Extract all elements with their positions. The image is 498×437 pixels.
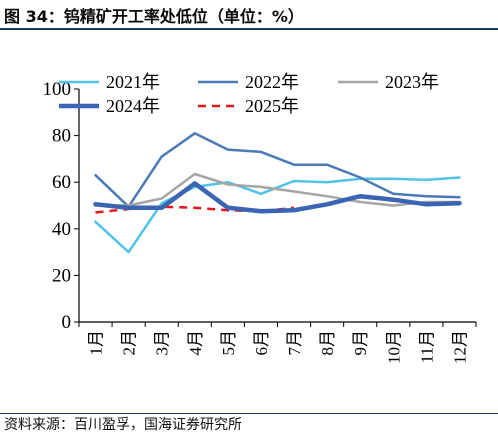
x-tick-label: 3月 — [153, 330, 172, 356]
series-line-2022年 — [94, 132, 461, 208]
chart-axes — [78, 89, 476, 323]
legend-label: 2025年 — [245, 96, 299, 116]
x-tick-label: 5月 — [219, 330, 238, 356]
series-lines — [93, 132, 462, 254]
x-tick-label: 2月 — [120, 330, 139, 356]
source-note: 资料来源：百川盈孚，国海证券研究所 — [4, 417, 242, 433]
series-line-2024年 — [93, 181, 462, 214]
x-tick-label: 8月 — [318, 330, 337, 356]
x-tick-label: 7月 — [285, 330, 304, 356]
x-tick-label: 1月 — [87, 330, 106, 356]
x-tick-label: 6月 — [252, 330, 271, 356]
x-tick-label: 4月 — [186, 330, 205, 356]
series-line-2021年 — [94, 176, 461, 254]
legend-label: 2021年 — [106, 72, 160, 92]
series-line-2023年 — [94, 172, 461, 207]
x-tick-label: 12月 — [450, 330, 469, 364]
figure-title: 图 34：钨精矿开工率处低位（单位：%） — [4, 7, 304, 26]
y-tick-label: 100 — [43, 79, 72, 100]
title-divider — [0, 28, 498, 30]
x-tick-label: 9月 — [351, 330, 370, 356]
y-tick-label: 0 — [62, 312, 72, 333]
legend-label: 2022年 — [245, 72, 299, 92]
y-tick-label: 60 — [52, 172, 71, 193]
y-tick-label: 20 — [52, 265, 71, 286]
legend-label: 2023年 — [385, 72, 439, 92]
x-tick-label: 10月 — [384, 330, 403, 364]
y-tick-label: 40 — [52, 219, 71, 240]
legend-label: 2024年 — [106, 96, 160, 116]
y-tick-label: 80 — [52, 126, 71, 147]
y-axis-ticks: 0 20 40 60 80 100 — [43, 79, 79, 333]
source-divider — [0, 413, 498, 414]
x-axis-ticks: 1月 2月 3月 4月 5月 6月 7月 8月 9月 10月 11月 12月 — [78, 322, 477, 364]
x-tick-label: 11月 — [417, 330, 436, 363]
chart-legend: 2021年 2022年 2023年 2024年 2025年 — [59, 72, 439, 116]
line-chart: 0 20 40 60 80 100 1月 2月 3月 4月 5月 6月 7月 8月 9月 10月 11月 12月… — [43, 72, 477, 364]
